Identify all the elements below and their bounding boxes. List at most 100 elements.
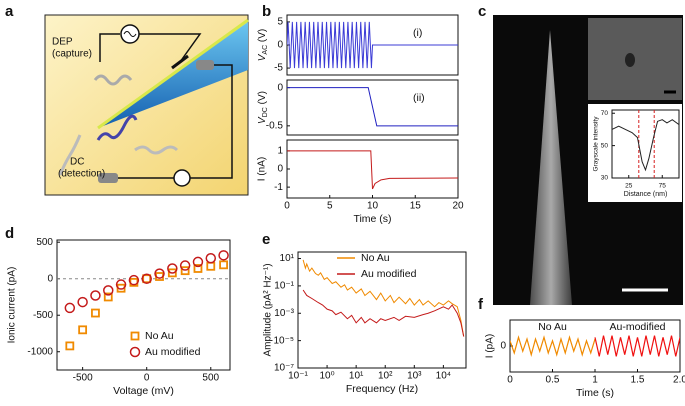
y-tick-label: 0: [277, 82, 283, 93]
y-axis-label: VDC (V): [257, 91, 270, 124]
legend-label: Au modified: [361, 268, 417, 280]
x-tick-label: 15: [410, 201, 422, 212]
chart: -500 0 500 -1000 -500 0 500 Ionic current (pA) V…: [7, 237, 231, 397]
x-tick-label: 5: [327, 201, 333, 212]
x-tick-label: 10⁻¹: [288, 371, 308, 382]
series-line: [510, 335, 596, 357]
y-tick-label: -1: [274, 182, 283, 193]
dc-label: (detection): [58, 169, 105, 180]
ac-symbol: [123, 31, 137, 37]
x-tick-label: 500: [202, 373, 219, 384]
dna: [58, 134, 82, 176]
chart: 10⁻¹ 10⁰ 10¹ 10² 10³ 10⁴ 10⁻⁷ 10⁻⁵ 10⁻³ 10⁻¹ 10¹ Am…: [263, 251, 467, 395]
y-tick-label: -1000: [27, 346, 53, 357]
point: [64, 302, 76, 314]
x-tick-label: 0: [507, 375, 513, 386]
legend-marker: [130, 331, 140, 341]
chart: 0 0.5 1 1.5 2.0 0 I (pA) Time (s) No Au Au-modifi…: [485, 319, 685, 399]
point: [167, 263, 178, 274]
panel-letter: b: [262, 3, 271, 20]
y-axis-label: Amplitude (pA² Hz⁻¹): [263, 263, 274, 356]
x-axis-label: Time (s): [576, 387, 614, 399]
point: [77, 296, 88, 308]
point: [103, 292, 113, 302]
point: [103, 285, 114, 296]
point: [193, 264, 203, 273]
panel-letter: c: [478, 3, 486, 20]
y-tick-label: 500: [36, 237, 53, 248]
panel-letter: d: [5, 225, 14, 242]
y-tick-label: -500: [33, 310, 53, 321]
plot-frame: [611, 109, 680, 179]
dna: [96, 114, 138, 141]
x-tick-label: 10¹: [349, 371, 364, 382]
y-axis-label: VAC (V): [257, 29, 270, 62]
series-line: [612, 119, 679, 172]
point: [142, 274, 152, 284]
y-tick-label: 5: [277, 17, 283, 28]
plot-frame: [56, 239, 231, 371]
panel-letter: f: [478, 296, 484, 313]
x-tick-label: 10⁴: [436, 371, 451, 382]
point: [141, 273, 152, 284]
legend-marker: [129, 346, 141, 358]
x-tick-label: 0.5: [546, 375, 560, 386]
y-tick-label: 10¹: [280, 253, 295, 264]
y-label-main: V: [257, 53, 268, 61]
dc-label: DC: [70, 157, 84, 168]
chart: -5 0 5 VAC (V) (i): [257, 14, 459, 76]
y-label-main: V: [257, 116, 268, 124]
dep-label: (capture): [52, 49, 92, 60]
y-tick-label: 0: [277, 40, 283, 51]
legend-label: Au modified: [145, 346, 201, 358]
electrode-bath: [98, 173, 118, 183]
legend-label: No Au: [145, 330, 174, 342]
gold-layer: [97, 18, 249, 130]
point: [154, 268, 165, 279]
point: [128, 274, 140, 286]
wire: [99, 33, 120, 62]
x-axis-label: Time (s): [353, 213, 391, 225]
y-tick-label: 70: [601, 110, 609, 117]
plot-frame: [286, 139, 459, 199]
x-tick-label: 10³: [407, 371, 422, 382]
x-axis-label: Voltage (mV): [113, 385, 174, 397]
point: [115, 279, 127, 290]
y-tick-label: -5: [274, 63, 283, 74]
nanopipette: [530, 30, 572, 305]
y-tick-label: 1: [277, 146, 283, 157]
y-tick-label: 0: [277, 164, 283, 175]
x-tick-label: 0: [144, 373, 150, 384]
y-tick-label: 10⁻⁵: [273, 335, 294, 346]
y-label-sub: AC: [262, 45, 269, 55]
y-label-unit: (V): [257, 29, 268, 45]
y-tick-label: 30: [601, 175, 609, 182]
y-axis-label: I (pA): [485, 334, 496, 358]
series-line: [287, 150, 458, 190]
illustration: DEP (capture) DC (detection): [44, 14, 249, 196]
tip-image: [588, 18, 682, 100]
point: [192, 256, 204, 268]
y-tick-label: 10⁻¹: [274, 281, 294, 292]
x-axis-label: Frequency (Hz): [346, 383, 418, 395]
point: [90, 290, 101, 301]
series-line: [287, 87, 458, 127]
dc-source: [173, 169, 191, 187]
point: [179, 260, 191, 271]
electrode-dc: [196, 60, 214, 70]
series-line: [594, 335, 680, 357]
y-tick-label: -0.5: [266, 120, 284, 131]
series-line: [302, 289, 465, 337]
x-tick-label: 75: [659, 183, 667, 190]
series-label: Au-modified: [609, 321, 665, 333]
y-label-sub: DC: [262, 107, 269, 117]
point: [218, 250, 229, 261]
dna: [93, 74, 133, 86]
x-tick-label: 20: [452, 201, 464, 212]
point: [91, 308, 100, 318]
x-tick-label: 0: [284, 201, 290, 212]
series-line: [302, 259, 465, 337]
point: [219, 260, 228, 270]
